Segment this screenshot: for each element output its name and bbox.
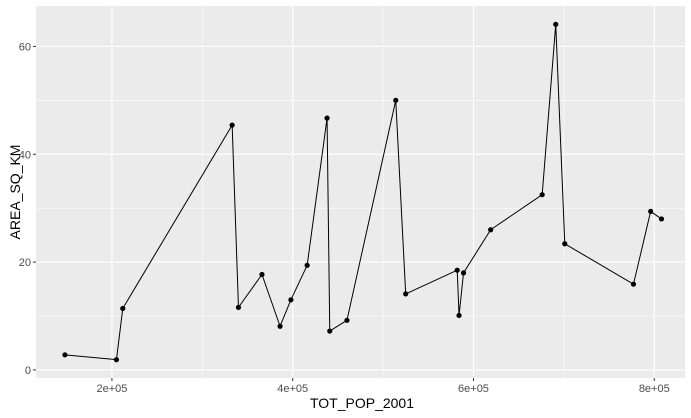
data-point — [630, 281, 637, 287]
data-point — [62, 352, 68, 358]
data-point — [288, 297, 294, 303]
data-point — [304, 262, 310, 268]
data-point — [658, 216, 665, 222]
x-tick-label: 6e+05 — [458, 383, 489, 395]
data-point — [648, 208, 654, 215]
data-point — [113, 357, 120, 363]
data-point — [229, 122, 235, 128]
y-tick-label: 0 — [25, 365, 31, 377]
data-point — [235, 304, 242, 310]
data-point — [454, 267, 460, 273]
major-gridlines — [36, 6, 685, 378]
data-point — [277, 323, 283, 329]
data-point — [488, 227, 494, 233]
data-point — [562, 241, 568, 247]
data-point — [120, 305, 126, 312]
x-tick-label: 8e+05 — [639, 383, 670, 395]
data-point — [344, 317, 350, 323]
x-tick-label: 2e+05 — [96, 383, 127, 395]
x-tick-label: 4e+05 — [277, 383, 308, 395]
minor-gridlines — [36, 6, 685, 378]
data-point — [327, 328, 333, 334]
data-point — [553, 21, 559, 27]
y-tick-label: 60 — [19, 41, 31, 53]
series-line — [64, 23, 662, 361]
x-axis-title: TOT_POP_2001 — [310, 395, 414, 411]
data-point — [403, 291, 409, 297]
y-axis-ticks: 0 20 40 60 — [19, 41, 36, 377]
data-point — [456, 312, 462, 319]
y-tick-label: 20 — [19, 257, 31, 269]
data-point — [539, 192, 545, 198]
data-point — [324, 115, 330, 121]
data-point — [460, 270, 467, 276]
x-axis-ticks: 2e+05 4e+05 6e+05 8e+05 — [96, 378, 670, 395]
data-point — [393, 97, 399, 103]
y-axis-title: AREA_SQ_KM — [7, 145, 23, 240]
series — [62, 21, 665, 363]
panel-background — [36, 6, 685, 378]
y-tick-label: 40 — [19, 149, 31, 161]
data-point — [259, 271, 265, 278]
